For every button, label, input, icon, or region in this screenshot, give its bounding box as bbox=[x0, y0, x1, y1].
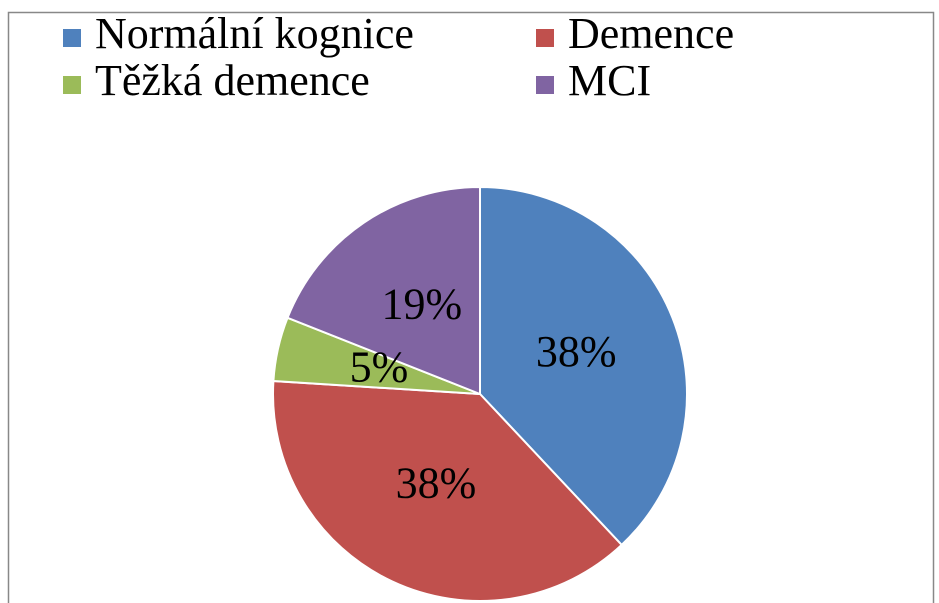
legend-label: Těžká demence bbox=[95, 56, 370, 105]
data-label: 19% bbox=[381, 279, 462, 328]
data-label: 5% bbox=[350, 343, 409, 392]
legend-swatch bbox=[63, 76, 81, 94]
legend-label: Normální kognice bbox=[95, 9, 414, 58]
data-label: 38% bbox=[396, 459, 477, 508]
pie-slice bbox=[272, 379, 624, 602]
legend-label: Demence bbox=[568, 9, 734, 58]
data-label: 38% bbox=[536, 327, 617, 376]
legend-label: MCI bbox=[568, 56, 651, 105]
pie-slice bbox=[286, 185, 481, 396]
legend-swatch bbox=[63, 29, 81, 47]
legend-swatch bbox=[536, 76, 554, 94]
legend-swatch bbox=[536, 29, 554, 47]
pie-slice bbox=[479, 185, 688, 547]
